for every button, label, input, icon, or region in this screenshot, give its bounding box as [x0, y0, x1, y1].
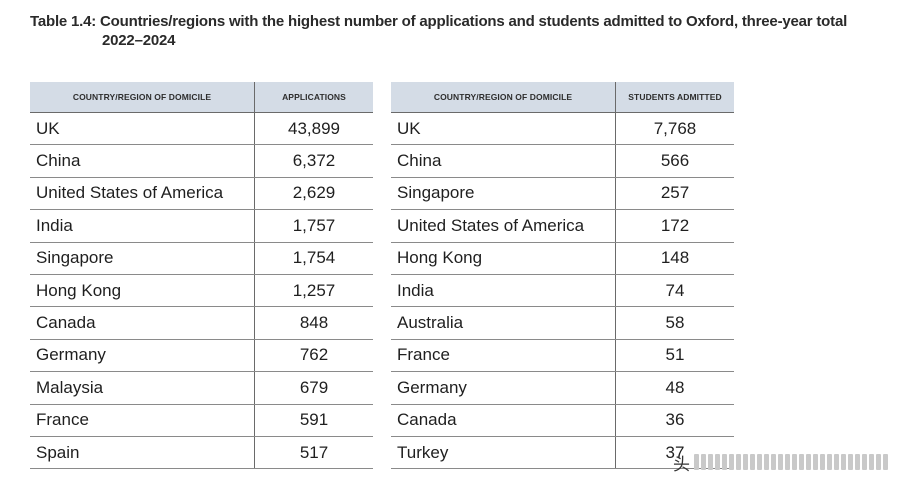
country-cell: United States of America [391, 209, 616, 243]
table-header-row: COUNTRY/REGION OF DOMICILE STUDENTS ADMI… [391, 82, 734, 113]
watermark: 头 [673, 448, 888, 476]
table-row: Singapore 1,754 [30, 242, 373, 275]
admitted-cell: 58 [615, 306, 734, 340]
country-column-header: COUNTRY/REGION OF DOMICILE [391, 82, 616, 113]
table-header-row: COUNTRY/REGION OF DOMICILE APPLICATIONS [30, 82, 373, 113]
country-cell: Canada [391, 404, 616, 437]
table-row: Hong Kong 148 [391, 242, 734, 275]
applications-cell: 1,754 [254, 242, 373, 275]
table-row: UK 7,768 [391, 112, 734, 146]
country-cell: Singapore [30, 242, 255, 275]
country-cell: Germany [30, 339, 255, 373]
country-cell: Spain [30, 436, 255, 470]
applications-cell: 848 [254, 306, 373, 340]
admitted-cell: 37 [615, 436, 734, 470]
country-cell: Hong Kong [391, 242, 616, 275]
table-row: Canada 848 [30, 306, 373, 340]
applications-column-header: APPLICATIONS [254, 82, 373, 113]
admitted-cell: 257 [615, 177, 734, 211]
country-cell: China [391, 144, 616, 178]
country-cell: Turkey [391, 436, 616, 470]
country-cell: Singapore [391, 177, 616, 211]
applications-cell: 762 [254, 339, 373, 373]
table-row: UK 43,899 [30, 112, 373, 146]
country-cell: France [30, 404, 255, 437]
table-row: Australia 58 [391, 306, 734, 340]
watermark-obscured-text [694, 454, 888, 470]
country-cell: India [391, 274, 616, 308]
table-row: Germany 48 [391, 371, 734, 405]
country-cell: UK [391, 112, 616, 146]
country-column-header: COUNTRY/REGION OF DOMICILE [30, 82, 255, 113]
table-row: France 51 [391, 339, 734, 373]
table-row: Spain 517 [30, 436, 373, 470]
table-row: Turkey 37 [391, 436, 734, 470]
applications-cell: 679 [254, 371, 373, 405]
students-admitted-column-header: STUDENTS ADMITTED [615, 82, 734, 113]
applications-cell: 517 [254, 436, 373, 470]
admitted-cell: 148 [615, 242, 734, 275]
applications-table-body: UK 43,899 China 6,372 United States of Ame… [30, 112, 373, 470]
country-cell: China [30, 144, 255, 178]
table-row: India 74 [391, 274, 734, 308]
country-cell: Australia [391, 306, 616, 340]
admitted-cell: 36 [615, 404, 734, 437]
table-row: Hong Kong 1,257 [30, 274, 373, 308]
country-cell: UK [30, 112, 255, 146]
applications-cell: 43,899 [254, 112, 373, 146]
table-row: United States of America 172 [391, 209, 734, 243]
admitted-cell: 7,768 [615, 112, 734, 146]
table-row: India 1,757 [30, 209, 373, 243]
table-row: France 591 [30, 404, 373, 437]
table-row: Singapore 257 [391, 177, 734, 211]
applications-cell: 2,629 [254, 177, 373, 211]
title-line-2: 2022–2024 [102, 32, 176, 49]
admitted-cell: 74 [615, 274, 734, 308]
country-cell: Germany [391, 371, 616, 405]
country-cell: United States of America [30, 177, 255, 211]
applications-table: COUNTRY/REGION OF DOMICILE APPLICATIONS … [30, 82, 373, 470]
table-row: China 566 [391, 144, 734, 178]
country-cell: Malaysia [30, 371, 255, 405]
country-cell: India [30, 209, 255, 243]
title-line-1: Table 1.4: Countries/regions with the hi… [30, 13, 848, 30]
table-title: Table 1.4: Countries/regions with the hi… [30, 12, 890, 50]
table-row: Germany 762 [30, 339, 373, 373]
students-admitted-table-body: UK 7,768 China 566 Singapore 257 United Sta… [391, 112, 734, 470]
applications-cell: 6,372 [254, 144, 373, 178]
students-admitted-table: COUNTRY/REGION OF DOMICILE STUDENTS ADMI… [391, 82, 734, 470]
table-row: Canada 36 [391, 404, 734, 437]
applications-cell: 1,257 [254, 274, 373, 308]
country-cell: Hong Kong [30, 274, 255, 308]
admitted-cell: 172 [615, 209, 734, 243]
table-row: United States of America 2,629 [30, 177, 373, 211]
admitted-cell: 48 [615, 371, 734, 405]
country-cell: France [391, 339, 616, 373]
country-cell: Canada [30, 306, 255, 340]
table-row: Malaysia 679 [30, 371, 373, 405]
table-row: China 6,372 [30, 144, 373, 178]
applications-cell: 591 [254, 404, 373, 437]
applications-cell: 1,757 [254, 209, 373, 243]
admitted-cell: 566 [615, 144, 734, 178]
admitted-cell: 51 [615, 339, 734, 373]
watermark-text: 头 [673, 454, 690, 475]
